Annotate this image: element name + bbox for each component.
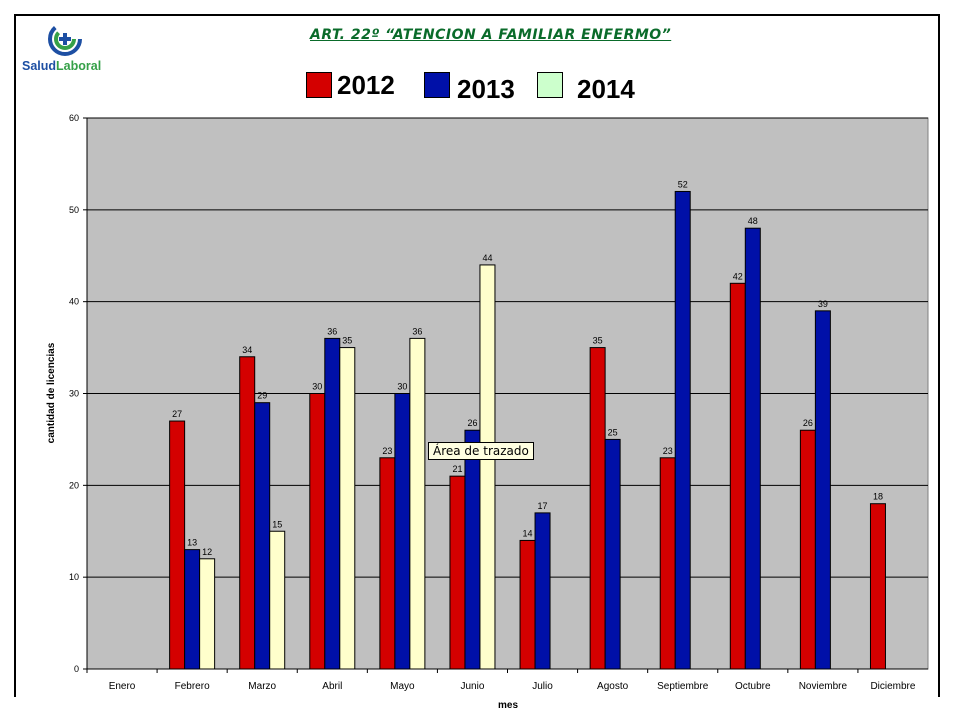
data-label: 52 [678, 179, 688, 189]
bar-2012-diciembre[interactable] [869, 503, 886, 670]
plot-area-tooltip: Área de trazado [428, 442, 534, 460]
data-label: 30 [397, 382, 407, 392]
x-tick-label: Agosto [597, 681, 629, 692]
data-label: 44 [482, 253, 492, 263]
data-label: 42 [733, 271, 743, 281]
bar-2012-agosto[interactable] [589, 347, 606, 670]
x-tick-label: Abril [322, 681, 342, 692]
y-tick-label: 50 [69, 205, 79, 215]
bar-2014-febrero[interactable] [199, 558, 216, 670]
data-label: 23 [663, 446, 673, 456]
data-label: 15 [272, 519, 282, 529]
x-tick-label: Septiembre [657, 681, 709, 692]
x-tick-label: Octubre [735, 681, 771, 692]
bar-2014-marzo[interactable] [269, 530, 286, 670]
legend-swatch-2014 [537, 72, 563, 98]
x-tick-label: Junio [461, 681, 485, 692]
x-axis-title: mes [498, 700, 518, 711]
bar-2013-julio[interactable] [534, 512, 551, 670]
bar-2012-marzo[interactable] [239, 356, 256, 670]
data-label: 13 [187, 538, 197, 548]
x-tick-label: Diciembre [870, 681, 915, 692]
bar-2013-noviembre[interactable] [814, 310, 831, 670]
bar-2012-abril[interactable] [309, 393, 326, 670]
y-tick-label: 0 [74, 664, 79, 674]
bar-2012-octubre[interactable] [729, 282, 746, 670]
x-tick-label: Noviembre [799, 681, 848, 692]
y-tick-label: 30 [69, 389, 79, 399]
x-tick-label: Marzo [248, 681, 276, 692]
legend-label-2013: 2013 [457, 74, 515, 104]
y-tick-label: 60 [69, 113, 79, 123]
data-label: 25 [608, 427, 618, 437]
logo-text: SaludLaboral [22, 59, 102, 73]
legend-swatch-2012 [306, 72, 332, 98]
data-label: 18 [873, 492, 883, 502]
bar-2013-mayo[interactable] [394, 393, 411, 670]
bar-2012-febrero[interactable] [169, 420, 186, 670]
bar-2012-septiembre[interactable] [659, 457, 676, 670]
data-label: 26 [803, 418, 813, 428]
bar-2012-julio[interactable] [519, 539, 536, 670]
slide-frame [14, 14, 940, 697]
data-label: 14 [523, 528, 533, 538]
data-label: 39 [818, 299, 828, 309]
data-label: 35 [342, 336, 352, 346]
bar-2013-octubre[interactable] [744, 227, 761, 670]
bar-2013-abril[interactable] [324, 337, 341, 670]
salud-laboral-emblem-icon [48, 22, 82, 56]
bar-2012-junio[interactable] [449, 475, 466, 670]
bar-2012-noviembre[interactable] [799, 429, 816, 670]
data-label: 48 [748, 216, 758, 226]
legend-label-2014: 2014 [577, 74, 635, 104]
salud-laboral-logo: SaludLaboral [22, 20, 112, 78]
data-label: 35 [593, 336, 603, 346]
x-tick-label: Febrero [175, 681, 210, 692]
data-label: 36 [327, 326, 337, 336]
y-tick-label: 20 [69, 480, 79, 490]
y-tick-label: 10 [69, 572, 79, 582]
x-tick-label: Julio [532, 681, 553, 692]
data-label: 17 [538, 501, 548, 511]
y-tick-label: 40 [69, 297, 79, 307]
bar-2012-mayo[interactable] [379, 457, 396, 670]
bar-2014-junio[interactable] [479, 264, 496, 670]
legend-label-2012: 2012 [337, 70, 395, 100]
data-label: 26 [467, 418, 477, 428]
x-tick-label: Enero [109, 681, 136, 692]
bar-2013-marzo[interactable] [254, 402, 271, 670]
data-label: 34 [242, 345, 252, 355]
data-label: 29 [257, 391, 267, 401]
data-label: 30 [312, 382, 322, 392]
bar-2014-abril[interactable] [339, 347, 356, 670]
data-label: 23 [382, 446, 392, 456]
y-axis-title: cantidad de licencias [46, 342, 57, 443]
legend-swatch-2013 [424, 72, 450, 98]
data-label: 12 [202, 547, 212, 557]
data-label: 36 [412, 326, 422, 336]
data-label: 21 [452, 464, 462, 474]
slide-title: ART. 22º “ATENCION A FAMILIAR ENFERMO” [310, 27, 672, 43]
bar-2014-mayo[interactable] [409, 337, 426, 670]
x-tick-label: Mayo [390, 681, 415, 692]
bar-2013-agosto[interactable] [604, 438, 621, 670]
bar-2013-junio[interactable] [464, 429, 481, 670]
bar-2013-septiembre[interactable] [674, 190, 691, 670]
bar-2013-febrero[interactable] [184, 549, 201, 670]
data-label: 27 [172, 409, 182, 419]
